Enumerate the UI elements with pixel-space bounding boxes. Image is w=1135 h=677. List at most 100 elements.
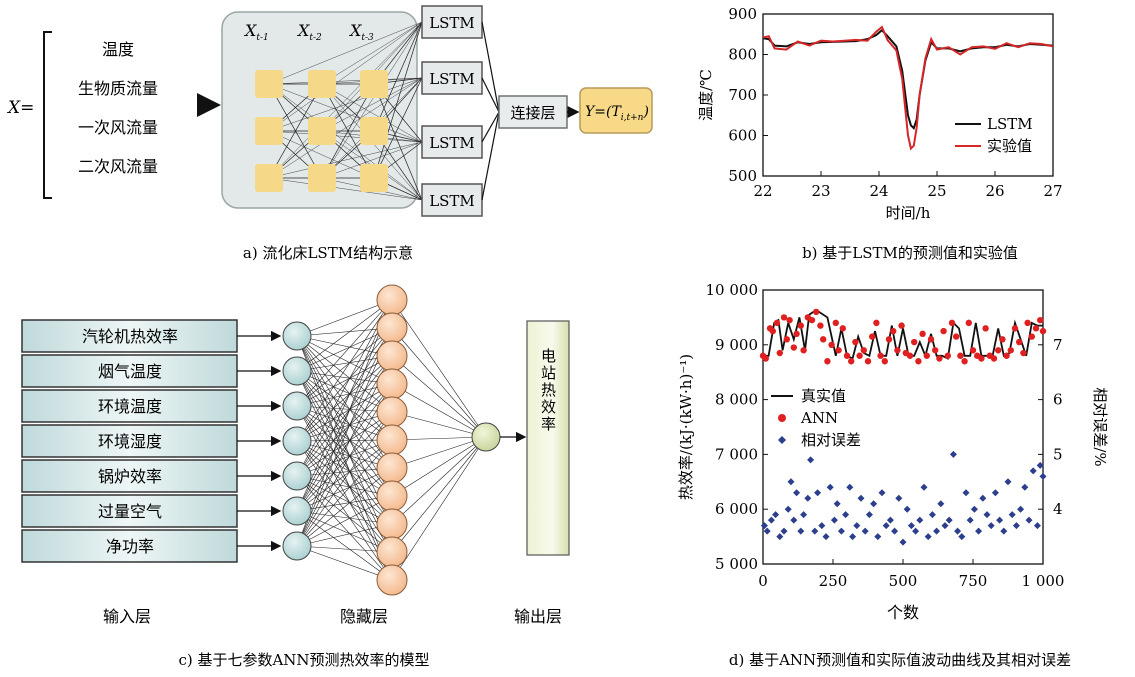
connection-line — [268, 83, 423, 201]
error-point — [941, 522, 949, 530]
input-label: 净功率 — [106, 537, 154, 556]
y-tick-label: 900 — [728, 5, 757, 23]
error-point — [983, 511, 991, 519]
error-point — [958, 533, 966, 541]
ann-point — [797, 322, 804, 329]
connection-line — [296, 439, 393, 547]
lstm-label: LSTM — [429, 134, 475, 152]
ann-point — [762, 355, 769, 362]
error-point — [1000, 527, 1008, 535]
ann-point — [961, 358, 968, 365]
connection-line — [296, 355, 393, 442]
y-tick-label: 5 000 — [715, 555, 758, 573]
connection-line — [296, 355, 393, 547]
ann-point — [923, 352, 930, 359]
ann-point — [1020, 349, 1027, 357]
error-point — [776, 533, 784, 541]
ann-point — [835, 347, 842, 354]
error-point — [996, 516, 1004, 524]
ann-point — [957, 352, 964, 359]
connection-line — [296, 299, 393, 337]
input-box — [21, 529, 238, 563]
connection-line — [391, 436, 487, 553]
input-node — [282, 356, 312, 386]
ann-point — [817, 322, 824, 329]
ann-point — [873, 319, 880, 327]
ann-point — [948, 319, 956, 327]
error-point — [954, 527, 962, 535]
y2-tick-label: 5 — [1053, 445, 1063, 463]
panel-a-concat-box — [498, 95, 568, 129]
connection-line — [296, 440, 393, 553]
y-tick-label: 9 000 — [715, 336, 758, 354]
ann-point — [1003, 352, 1010, 359]
panel-a-input-label: 二次风流量 — [78, 157, 158, 176]
connection-line — [296, 475, 393, 553]
input-label: 烟气温度 — [98, 362, 162, 381]
error-point — [760, 522, 768, 530]
connection-line — [296, 439, 393, 477]
series-line-experimental — [762, 25, 1054, 151]
connection-line — [391, 355, 487, 438]
error-point — [800, 511, 808, 519]
error-point — [916, 516, 924, 524]
error-point — [784, 505, 792, 513]
input-node — [282, 426, 312, 456]
error-point — [1017, 505, 1025, 513]
error-point — [767, 516, 775, 524]
error-point — [870, 500, 878, 508]
error-point — [949, 450, 957, 458]
lstm-box — [421, 125, 483, 159]
connection-line — [296, 495, 393, 547]
ann-point — [1024, 319, 1031, 327]
y2-tick-label: 4 — [1053, 500, 1063, 518]
connection-line — [296, 355, 393, 477]
connection-line — [268, 21, 423, 132]
connection-line — [296, 475, 393, 525]
connection-line — [296, 327, 393, 442]
error-point — [793, 489, 801, 497]
connection-line — [296, 439, 393, 512]
x-tick-label: 0 — [758, 572, 768, 590]
ann-point — [995, 347, 1002, 354]
ann-point — [860, 347, 867, 354]
error-point — [790, 516, 798, 524]
error-point — [979, 494, 987, 502]
ann-point — [1032, 325, 1040, 332]
ann-point — [1011, 325, 1019, 332]
error-point — [1004, 478, 1012, 486]
legend-label: LSTM — [987, 115, 1033, 133]
connection-line — [321, 83, 375, 179]
connection-line — [296, 299, 393, 477]
connection-line — [391, 411, 487, 438]
error-point — [975, 527, 983, 535]
y-tick-label: 800 — [728, 46, 757, 64]
panel-a-input-label: 一次风流量 — [78, 118, 158, 137]
ann-point — [1037, 316, 1044, 324]
hidden-node — [376, 480, 408, 512]
input-label: 过量空气 — [98, 502, 162, 521]
ann-point — [877, 352, 884, 359]
ann-point — [898, 322, 905, 329]
panel-b-caption: b) 基于LSTM的预测值和实验值 — [802, 244, 1018, 262]
connection-line — [268, 21, 423, 179]
connection-line — [391, 436, 487, 497]
error-point — [846, 483, 854, 491]
lstm-box — [421, 61, 483, 95]
error-point — [945, 516, 953, 524]
y-axis-label: 热效率/(kJ·(kW·h)⁻¹) — [677, 354, 695, 500]
error-point — [924, 533, 932, 541]
ann-point — [932, 347, 939, 354]
lstm-label: LSTM — [429, 14, 475, 32]
error-point — [787, 478, 795, 486]
error-point — [937, 500, 945, 508]
y-axis-label: 温度/℃ — [697, 69, 715, 121]
panel-c-nodes — [282, 284, 527, 596]
y2-axis-label: 相对误差/% — [1091, 387, 1109, 466]
ann-point — [1028, 333, 1036, 340]
ann-point — [864, 358, 872, 365]
lstm-box — [421, 5, 483, 39]
input-cell — [308, 70, 336, 98]
error-point — [818, 522, 826, 530]
